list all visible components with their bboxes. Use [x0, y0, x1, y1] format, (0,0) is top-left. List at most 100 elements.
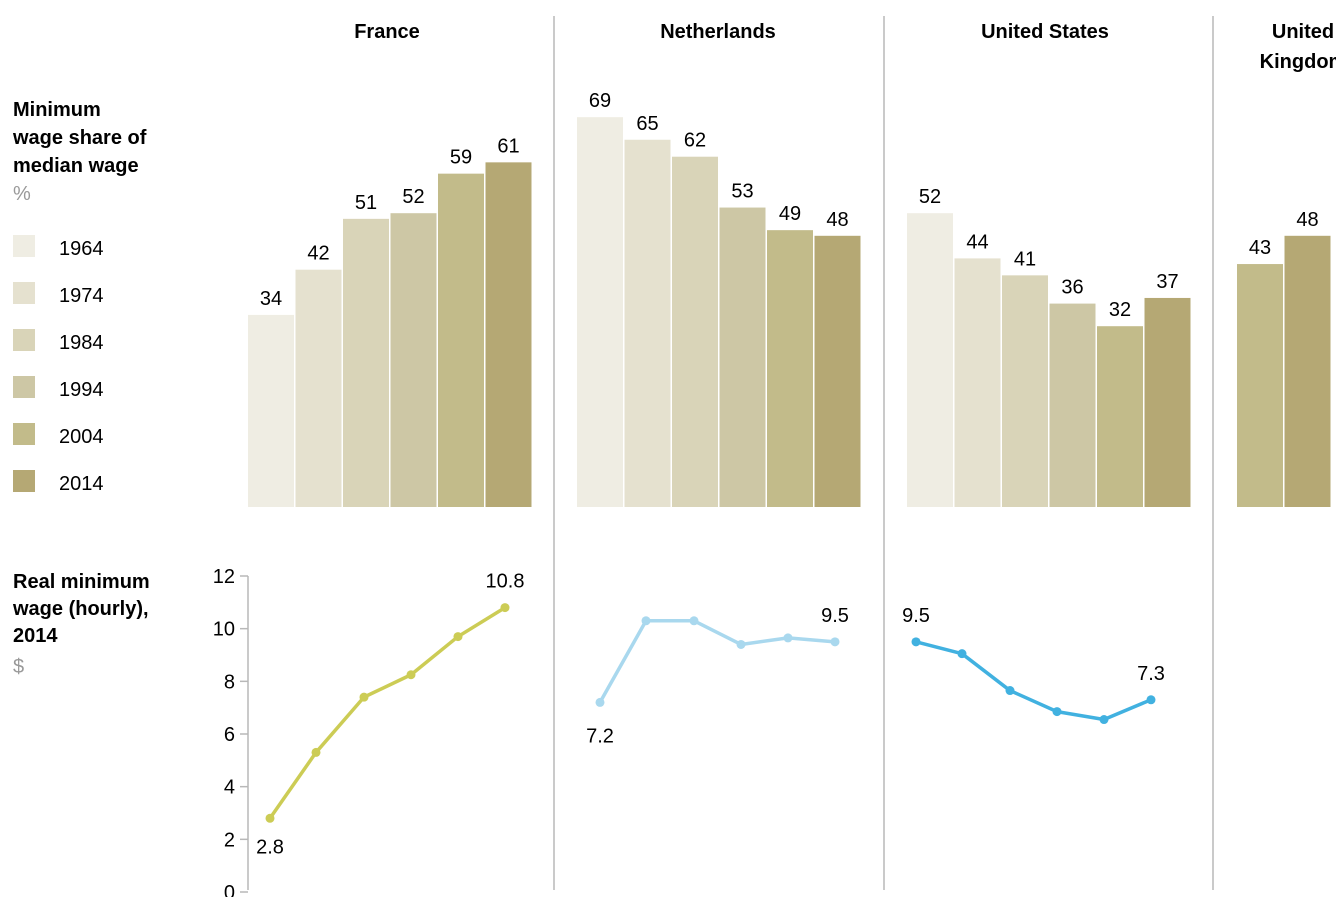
- bar-label-netherlands-1964: 69: [589, 90, 611, 112]
- point-netherlands-1: [641, 616, 651, 626]
- line-label-united-states-1: 7.3: [1137, 663, 1165, 685]
- bar-label-france-2004: 59: [450, 147, 472, 169]
- legend-label-2004: 2004: [59, 426, 104, 448]
- line-france: [268, 606, 506, 820]
- bar-france-1994: [390, 213, 437, 507]
- line-netherlands: [598, 619, 836, 704]
- bar-label-united-kingdom-2014: 48: [1296, 209, 1318, 231]
- y-tick-label-2: 2: [224, 829, 235, 851]
- bar-united-states-1994: [1049, 303, 1096, 507]
- bar-france-2004: [438, 173, 484, 507]
- bar-label-france-2014: 61: [497, 135, 519, 157]
- bar-france-1974: [295, 269, 342, 507]
- legend-label-1984: 1984: [59, 332, 104, 354]
- legend-swatch-2014: [13, 470, 35, 492]
- line-label-netherlands-0: 7.2: [586, 725, 614, 747]
- country-header-united-states: United States: [981, 21, 1109, 43]
- bar-united-kingdom-2014: [1284, 235, 1331, 508]
- legend-swatch-1974: [13, 282, 35, 304]
- bar-france-2014: [485, 162, 532, 507]
- y-tick-label-10: 10: [213, 619, 235, 641]
- point-united-states-5: [1146, 695, 1156, 705]
- point-united-states-2: [1005, 686, 1015, 696]
- bar-netherlands-1994: [719, 207, 766, 508]
- legend-swatch-1964: [13, 235, 35, 257]
- point-france-2: [359, 692, 369, 702]
- bar-united-states-1974: [954, 258, 1001, 507]
- bar-netherlands-1974: [624, 139, 671, 507]
- country-header-uk-line1: United: [1272, 21, 1334, 43]
- bar-label-united-states-1964: 52: [919, 186, 941, 208]
- y-tick-label-4: 4: [224, 777, 235, 799]
- bar-label-united-kingdom-2004: 43: [1249, 237, 1271, 259]
- point-united-states-4: [1099, 715, 1109, 725]
- bar-label-netherlands-1984: 62: [684, 130, 706, 152]
- y-tick-label-12: 12: [213, 566, 235, 588]
- point-united-states-0: [911, 637, 921, 647]
- bar-label-netherlands-2014: 48: [826, 209, 848, 231]
- bar-france-1984: [343, 218, 389, 507]
- legend-label-1974: 1974: [59, 285, 104, 307]
- line-unit: $: [13, 656, 24, 678]
- bar-united-states-1984: [1002, 275, 1048, 507]
- bar-label-netherlands-1974: 65: [636, 113, 658, 135]
- bar-france-1964: [248, 314, 294, 507]
- country-header-france: France: [354, 21, 420, 43]
- bar-label-france-1984: 51: [355, 192, 377, 214]
- line-label-netherlands-1: 9.5: [821, 605, 849, 627]
- legend-label-1994: 1994: [59, 379, 104, 401]
- point-france-3: [406, 670, 416, 680]
- bar-label-united-states-2014: 37: [1156, 271, 1178, 293]
- bar-label-united-states-2004: 32: [1109, 299, 1131, 321]
- point-netherlands-0: [595, 697, 605, 707]
- bar-label-netherlands-2004: 49: [779, 203, 801, 225]
- line-title-line-2: wage (hourly),: [12, 598, 149, 620]
- legend-swatch-2004: [13, 423, 35, 445]
- bar-label-united-states-1974: 44: [966, 231, 988, 253]
- y-tick-label-8: 8: [224, 671, 235, 693]
- bar-netherlands-1984: [672, 156, 718, 507]
- line-label-united-states-0: 9.5: [902, 605, 930, 627]
- point-france-0: [265, 813, 275, 823]
- country-header-netherlands: Netherlands: [660, 21, 776, 43]
- line-title-line-1: Real minimum: [13, 571, 150, 593]
- y-tick-label-6: 6: [224, 724, 235, 746]
- y-tick-label-0: 0: [224, 882, 235, 897]
- point-united-states-1: [957, 649, 967, 659]
- bar-label-united-states-1984: 41: [1014, 248, 1036, 270]
- point-netherlands-5: [830, 637, 840, 647]
- point-netherlands-4: [783, 633, 793, 643]
- bar-united-states-2014: [1144, 297, 1191, 507]
- bar-united-kingdom-2004: [1237, 264, 1283, 507]
- legend-label-2014: 2014: [59, 473, 104, 495]
- point-netherlands-2: [689, 616, 699, 626]
- line-label-france-1: 10.8: [486, 571, 525, 593]
- point-france-4: [453, 632, 463, 642]
- point-france-5: [500, 603, 510, 613]
- line-united-states: [915, 640, 1152, 722]
- bar-united-states-1964: [907, 213, 953, 507]
- point-france-1: [311, 747, 321, 757]
- bar-label-france-1974: 42: [307, 243, 329, 265]
- legend-title-line-2: wage share of: [12, 127, 147, 149]
- bar-netherlands-1964: [577, 117, 623, 508]
- bar-label-netherlands-1994: 53: [731, 181, 753, 203]
- bar-netherlands-2004: [767, 230, 813, 507]
- legend-unit: %: [13, 183, 31, 205]
- line-title-line-3: 2014: [13, 625, 58, 647]
- legend-swatch-1984: [13, 329, 35, 351]
- bar-united-states-2004: [1097, 326, 1143, 507]
- point-united-states-3: [1052, 707, 1062, 717]
- bar-label-france-1964: 34: [260, 288, 282, 310]
- legend-title-line-3: median wage: [13, 155, 139, 177]
- country-header-uk-line2: Kingdom: [1260, 51, 1336, 73]
- bar-label-france-1994: 52: [402, 186, 424, 208]
- point-netherlands-3: [736, 639, 746, 649]
- line-label-france-0: 2.8: [256, 836, 284, 858]
- legend-swatch-1994: [13, 376, 35, 398]
- legend-title-line-1: Minimum: [13, 99, 101, 121]
- bar-label-united-states-1994: 36: [1061, 277, 1083, 299]
- bar-netherlands-2014: [814, 235, 861, 508]
- legend-label-1964: 1964: [59, 238, 104, 260]
